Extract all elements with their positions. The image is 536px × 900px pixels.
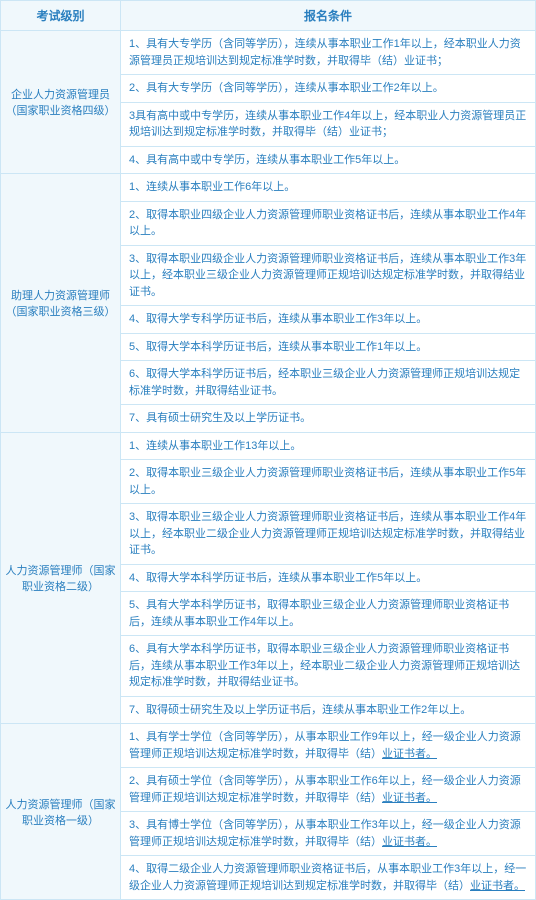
condition-item: 4、取得二级企业人力资源管理师职业资格证书后，从事本职业工作3年以上，经一级企业… xyxy=(121,855,535,899)
condition-item: 1、具有学士学位（含同等学历），从事本职业工作9年以上，经一级企业人力资源管理师… xyxy=(121,724,535,767)
header-level: 考试级别 xyxy=(1,1,121,31)
header-conditions: 报名条件 xyxy=(121,1,536,31)
condition-item: 2、取得本职业四级企业人力资源管理师职业资格证书后，连续从事本职业工作4年以上。 xyxy=(121,201,535,245)
table-row: 企业人力资源管理员（国家职业资格四级）1、具有大专学历（含同等学历），连续从事本… xyxy=(1,31,536,174)
condition-item: 7、具有硕士研究生及以上学历证书。 xyxy=(121,404,535,432)
condition-item: 6、具有大学本科学历证书，取得本职业三级企业人力资源管理师职业资格证书后，连续从… xyxy=(121,635,535,696)
table-row: 人力资源管理师（国家职业资格一级）1、具有学士学位（含同等学历），从事本职业工作… xyxy=(1,724,536,900)
condition-item: 4、取得大学专科学历证书后，连续从事本职业工作3年以上。 xyxy=(121,305,535,333)
conditions-cell: 1、连续从事本职业工作13年以上。2、取得本职业三级企业人力资源管理师职业资格证… xyxy=(121,432,536,724)
condition-item: 2、取得本职业三级企业人力资源管理师职业资格证书后，连续从事本职业工作5年以上。 xyxy=(121,459,535,503)
condition-item: 5、具有大学本科学历证书，取得本职业三级企业人力资源管理师职业资格证书后，连续从… xyxy=(121,591,535,635)
header-row: 考试级别 报名条件 xyxy=(1,1,536,31)
condition-item: 4、取得大学本科学历证书后，连续从事本职业工作5年以上。 xyxy=(121,564,535,592)
condition-item: 2、具有硕士学位（含同等学历），从事本职业工作6年以上，经一级企业人力资源管理师… xyxy=(121,767,535,811)
table-row: 助理人力资源管理师（国家职业资格三级）1、连续从事本职业工作6年以上。2、取得本… xyxy=(1,174,536,433)
requirements-table: 考试级别 报名条件 企业人力资源管理员（国家职业资格四级）1、具有大专学历（含同… xyxy=(0,0,536,900)
condition-item: 6、取得大学本科学历证书后，经本职业三级企业人力资源管理师正规培训达规定标准学时… xyxy=(121,360,535,404)
requirements-table-wrap: 考试级别 报名条件 企业人力资源管理员（国家职业资格四级）1、具有大专学历（含同… xyxy=(0,0,536,900)
level-cell: 人力资源管理师（国家职业资格二级） xyxy=(1,432,121,724)
level-cell: 助理人力资源管理师（国家职业资格三级） xyxy=(1,174,121,433)
conditions-cell: 1、连续从事本职业工作6年以上。2、取得本职业四级企业人力资源管理师职业资格证书… xyxy=(121,174,536,433)
table-row: 人力资源管理师（国家职业资格二级）1、连续从事本职业工作13年以上。2、取得本职… xyxy=(1,432,536,724)
table-body: 企业人力资源管理员（国家职业资格四级）1、具有大专学历（含同等学历），连续从事本… xyxy=(1,31,536,900)
condition-item: 7、取得硕士研究生及以上学历证书后，连续从事本职业工作2年以上。 xyxy=(121,696,535,724)
conditions-cell: 1、具有学士学位（含同等学历），从事本职业工作9年以上，经一级企业人力资源管理师… xyxy=(121,724,536,900)
condition-item: 3、取得本职业四级企业人力资源管理师职业资格证书后，连续从事本职业工作3年以上，… xyxy=(121,245,535,306)
condition-item: 2、具有大专学历（含同等学历），连续从事本职业工作2年以上。 xyxy=(121,74,535,102)
condition-item: 5、取得大学本科学历证书后，连续从事本职业工作1年以上。 xyxy=(121,333,535,361)
condition-item: 3、取得本职业三级企业人力资源管理师职业资格证书后，连续从事本职业工作4年以上，… xyxy=(121,503,535,564)
condition-item: 4、具有高中或中专学历，连续从事本职业工作5年以上。 xyxy=(121,146,535,174)
condition-item: 1、连续从事本职业工作13年以上。 xyxy=(121,433,535,460)
level-cell: 企业人力资源管理员（国家职业资格四级） xyxy=(1,31,121,174)
condition-item: 1、连续从事本职业工作6年以上。 xyxy=(121,174,535,201)
condition-item: 3具有高中或中专学历，连续从事本职业工作4年以上，经本职业人力资源管理员正规培训… xyxy=(121,102,535,146)
level-cell: 人力资源管理师（国家职业资格一级） xyxy=(1,724,121,900)
condition-item: 3、具有博士学位（含同等学历），从事本职业工作3年以上，经一级企业人力资源管理师… xyxy=(121,811,535,855)
conditions-cell: 1、具有大专学历（含同等学历），连续从事本职业工作1年以上，经本职业人力资源管理… xyxy=(121,31,536,174)
condition-item: 1、具有大专学历（含同等学历），连续从事本职业工作1年以上，经本职业人力资源管理… xyxy=(121,31,535,74)
